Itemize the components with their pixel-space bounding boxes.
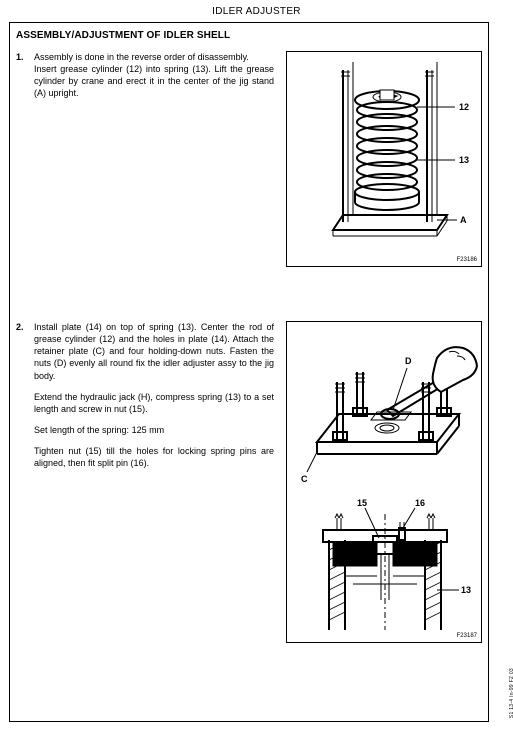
- figure-2-id: F23187: [457, 633, 477, 639]
- figure-1: 12 13 A F23186: [286, 51, 482, 267]
- step-1: 1. Assembly is done in the reverse order…: [16, 51, 274, 100]
- step-2: 2. Install plate (14) on top of spring (…: [16, 321, 274, 469]
- figure-2: D C: [286, 321, 482, 643]
- row-step-1: 1. Assembly is done in the reverse order…: [16, 51, 482, 267]
- step-num-1: 1.: [16, 51, 34, 100]
- figure-1-id: F23186: [457, 257, 477, 263]
- fig-col-2: D C: [286, 321, 482, 643]
- fig1-label-A: A: [460, 215, 467, 225]
- text-col-1: 1. Assembly is done in the reverse order…: [16, 51, 274, 100]
- step-num-2: 2.: [16, 321, 34, 469]
- side-meta: S1 13-4 In-99 F2 03: [509, 668, 513, 718]
- step-body-1: Assembly is done in the reverse order of…: [34, 51, 274, 100]
- fig2-label-13: 13: [461, 585, 471, 595]
- fig1-label-12: 12: [459, 102, 469, 112]
- step-2-p1: Install plate (14) on top of spring (13)…: [34, 321, 274, 382]
- step-2-p4: Tighten nut (15) till the holes for lock…: [34, 445, 274, 469]
- fig2-label-D: D: [405, 356, 412, 366]
- step-1-p1: Assembly is done in the reverse order of…: [34, 51, 274, 100]
- fig-col-1: 12 13 A F23186: [286, 51, 482, 267]
- figure-1-svg: 12 13 A: [287, 52, 483, 268]
- page-title: IDLER ADJUSTER: [0, 6, 513, 17]
- content-area: ASSEMBLY/ADJUSTMENT OF IDLER SHELL 1. As…: [16, 30, 482, 661]
- fig2-label-15: 15: [357, 498, 367, 508]
- fig1-label-13: 13: [459, 155, 469, 165]
- fig2-label-C: C: [301, 474, 308, 484]
- step-2-p3: Set length of the spring: 125 mm: [34, 424, 274, 436]
- row-step-2: 2. Install plate (14) on top of spring (…: [16, 321, 482, 643]
- step-body-2: Install plate (14) on top of spring (13)…: [34, 321, 274, 469]
- fig2-label-16: 16: [415, 498, 425, 508]
- section-heading: ASSEMBLY/ADJUSTMENT OF IDLER SHELL: [16, 30, 482, 41]
- step-2-p2: Extend the hydraulic jack (H), compress …: [34, 391, 274, 415]
- text-col-2: 2. Install plate (14) on top of spring (…: [16, 321, 274, 469]
- figure-2-svg: D C: [287, 322, 483, 644]
